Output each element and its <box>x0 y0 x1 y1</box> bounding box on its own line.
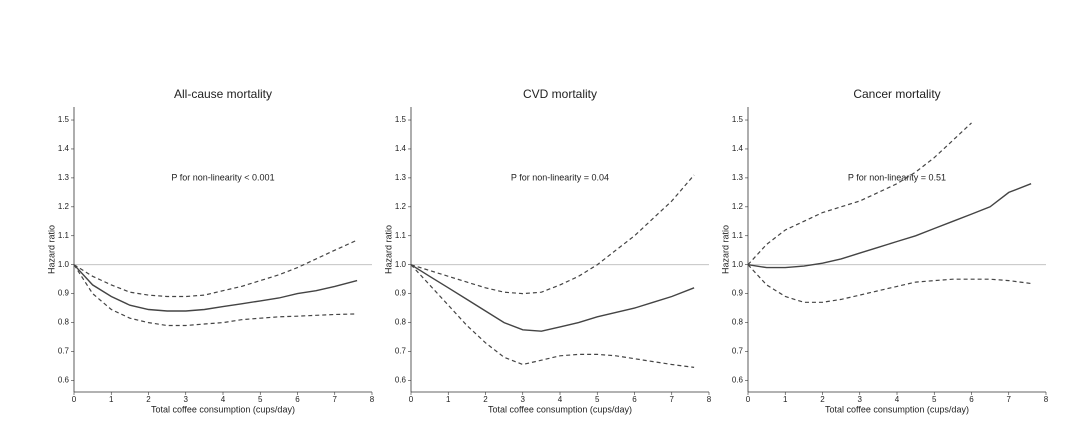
chart-title: Cancer mortality <box>853 87 940 101</box>
x-tick-label: 3 <box>858 395 863 404</box>
y-tick-label: 1.3 <box>732 173 744 182</box>
x-tick-label: 8 <box>370 395 375 404</box>
y-tick-label: 0.8 <box>395 318 407 327</box>
y-tick-label: 0.7 <box>732 347 744 356</box>
x-tick-label: 2 <box>483 395 488 404</box>
chart-title: CVD mortality <box>523 87 597 101</box>
y-tick-label: 1.5 <box>732 115 744 124</box>
y-tick-label: 1.2 <box>58 202 70 211</box>
y-tick-label: 0.6 <box>732 376 744 385</box>
ci-line <box>747 264 1032 303</box>
x-tick-label: 8 <box>707 395 712 404</box>
estimate-line <box>747 183 1032 269</box>
y-tick-label: 1.3 <box>395 173 407 182</box>
y-tick-label: 0.7 <box>58 347 70 356</box>
y-tick-label: 0.9 <box>58 289 70 298</box>
ci-line <box>73 239 358 298</box>
ci-line <box>747 122 972 266</box>
x-tick-label: 2 <box>820 395 825 404</box>
y-tick-label: 0.6 <box>58 376 70 385</box>
y-tick-label: 1.0 <box>732 260 744 269</box>
y-tick-label: 0.7 <box>395 347 407 356</box>
x-axis-label: Total coffee consumption (cups/day) <box>488 404 632 414</box>
x-tick-label: 4 <box>221 395 226 404</box>
y-tick-label: 0.8 <box>732 318 744 327</box>
ci-line <box>410 264 695 368</box>
y-axis-label: Hazard ratio <box>720 225 730 274</box>
y-axis-label: Hazard ratio <box>383 225 393 274</box>
estimate-line <box>73 264 358 312</box>
y-tick-label: 1.1 <box>395 231 407 240</box>
x-tick-label: 0 <box>409 395 414 404</box>
x-tick-label: 8 <box>1044 395 1049 404</box>
x-tick-label: 6 <box>632 395 637 404</box>
estimate-line <box>410 264 695 332</box>
y-tick-label: 1.5 <box>58 115 70 124</box>
x-tick-label: 6 <box>969 395 974 404</box>
y-tick-label: 1.4 <box>732 144 744 153</box>
y-tick-label: 1.4 <box>395 144 407 153</box>
y-tick-label: 1.0 <box>58 260 70 269</box>
y-tick-label: 1.4 <box>58 144 70 153</box>
x-tick-label: 7 <box>333 395 338 404</box>
x-tick-label: 1 <box>783 395 788 404</box>
y-tick-label: 1.1 <box>732 231 744 240</box>
y-tick-label: 1.5 <box>395 115 407 124</box>
y-tick-label: 0.6 <box>395 376 407 385</box>
y-axis-label: Hazard ratio <box>46 225 56 274</box>
y-tick-label: 1.2 <box>395 202 407 211</box>
annotation: P for non-linearity < 0.001 <box>171 172 274 182</box>
y-tick-label: 1.2 <box>732 202 744 211</box>
x-axis-label: Total coffee consumption (cups/day) <box>825 404 969 414</box>
x-tick-label: 4 <box>558 395 563 404</box>
x-tick-label: 4 <box>895 395 900 404</box>
annotation: P for non-linearity = 0.04 <box>511 172 609 182</box>
y-tick-label: 1.0 <box>395 260 407 269</box>
y-tick-label: 1.3 <box>58 173 70 182</box>
x-tick-label: 3 <box>521 395 526 404</box>
x-tick-label: 7 <box>670 395 675 404</box>
x-tick-label: 0 <box>746 395 751 404</box>
chart-title: All-cause mortality <box>174 87 272 101</box>
y-tick-label: 0.9 <box>732 289 744 298</box>
annotation: P for non-linearity = 0.51 <box>848 172 946 182</box>
x-tick-label: 7 <box>1007 395 1012 404</box>
x-tick-label: 6 <box>295 395 300 404</box>
x-tick-label: 5 <box>932 395 937 404</box>
x-tick-label: 1 <box>109 395 114 404</box>
x-tick-label: 3 <box>184 395 189 404</box>
y-tick-label: 0.8 <box>58 318 70 327</box>
y-tick-label: 1.1 <box>58 231 70 240</box>
x-tick-label: 5 <box>258 395 263 404</box>
x-tick-label: 1 <box>446 395 451 404</box>
x-tick-label: 2 <box>146 395 151 404</box>
x-tick-label: 0 <box>72 395 77 404</box>
x-axis-label: Total coffee consumption (cups/day) <box>151 404 295 414</box>
y-tick-label: 0.9 <box>395 289 407 298</box>
x-tick-label: 5 <box>595 395 600 404</box>
ci-line <box>410 174 695 295</box>
ci-line <box>73 264 358 327</box>
